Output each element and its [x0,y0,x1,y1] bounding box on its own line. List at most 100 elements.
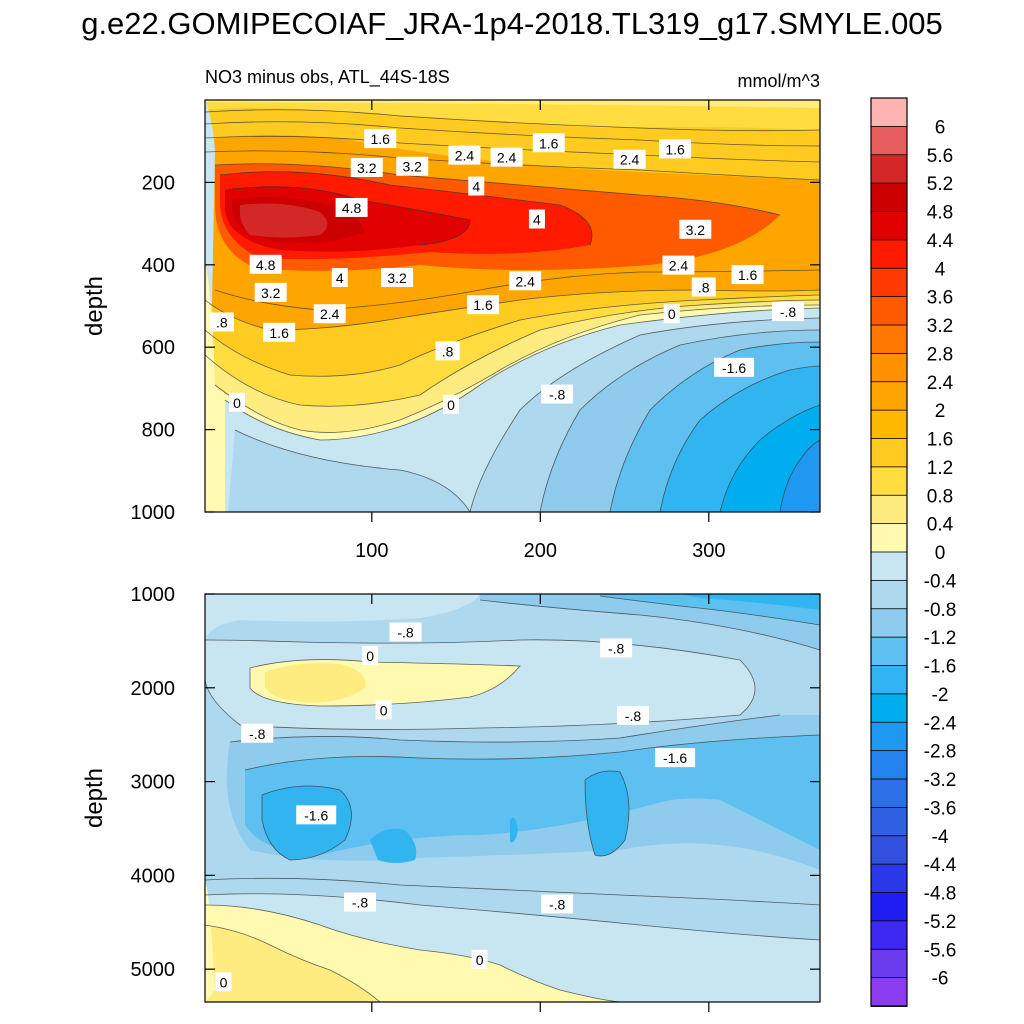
contour-label-box [600,638,633,658]
contour-label-text: 3.2 [686,222,706,238]
contour-label-text: 3.2 [261,285,281,301]
upper-y-axis-title: depth [81,276,108,336]
contour-label-box [468,176,485,196]
contour-label-text: 4 [472,179,480,195]
colorbar-label: -2 [932,685,949,706]
contour-label-box [659,139,692,159]
contour-label: 1.6 [263,322,296,342]
colorbar-swatch [870,267,908,298]
contour-label-text: 0 [668,306,676,322]
contour-label-text: 0 [220,974,228,990]
contour-label: 3.2 [381,267,414,287]
contour-label-box [396,156,429,176]
colorbar-swatch [870,409,908,440]
contour-label: .8 [209,312,234,332]
contour-label: -.8 [771,302,804,322]
colorbar-swatch [870,948,908,979]
contour-label-text: 0 [447,397,455,413]
contour-label-box [229,392,246,412]
contour-label: 2.4 [313,304,346,324]
contour-label: -.8 [541,384,574,404]
contour-label: .8 [691,277,716,297]
contour-label-box [335,197,368,217]
colorbar-label: 5.6 [927,146,953,167]
contour-label-box [350,157,383,177]
contour-label-box [296,805,337,825]
contour-label-box [215,972,232,992]
contour-label: 0 [375,700,392,720]
contour-label-box [443,394,459,414]
colorbar-swatch [870,352,908,383]
contour-label-text: 1.6 [665,141,685,157]
contour-label-box [528,209,545,229]
contour-label-box [249,254,282,274]
colorbar-swatch [870,665,908,695]
colorbar-swatch [870,920,908,951]
contour-label-box [509,271,542,291]
contour-label: 2.4 [490,147,523,167]
colorbar-label: -4.4 [924,855,957,876]
upper-contour-labels: 1.6 1.6 1.62.4 2.4 2.43.2 3.2444.84.83.22.41.… [209,129,804,414]
colorbar-label: -6 [932,969,949,990]
contour-label-box [331,267,348,287]
contour-label-box [616,705,649,725]
colorbar-label: 2.4 [927,373,954,394]
contour-label: -.8 [616,705,649,725]
y-tick-label: 400 [142,255,175,277]
colorbar-label: 3.2 [927,316,953,337]
upper-panel: NO3 minus obs, ATL_44S-18S mmol/m^3 [81,67,821,562]
contour-label-text: -.8 [249,726,266,742]
contour-label-text: 3.2 [357,160,377,176]
colorbar-label: 6 [935,117,946,138]
contour-label-text: 3.2 [403,159,423,175]
colorbar-swatch [870,977,908,1007]
colorbar-swatch [870,551,908,582]
contour-label-text: 1.6 [269,325,289,341]
colorbar-swatch [870,381,908,412]
contour-label: 4 [468,176,485,196]
contour-label: 1.6 [532,133,565,153]
contour-label-box [731,265,764,285]
colorbar-label: -1.2 [924,628,957,649]
colorbar-swatch [870,296,908,326]
contour-label: 4.8 [335,197,368,217]
colorbar-label: -2.4 [924,713,957,734]
contour-label-box [209,312,234,332]
colorbar-label: 1.6 [927,430,953,451]
contour-label: 4 [528,209,545,229]
lower-y-axis-title: depth [81,768,108,828]
contour-label-box [313,304,346,324]
colorbar-label: -3.2 [924,770,957,791]
contour-label-text: 2.4 [669,258,689,274]
contour-label-text: 4 [336,270,344,286]
contour-label: 0 [215,972,232,992]
colorbar-swatch [870,211,908,241]
colorbar-swatch [870,892,908,922]
contour-label-box [691,277,716,297]
colorbar-label: 2.8 [927,344,953,365]
colorbar-swatch [870,324,908,355]
contour-label-text: 4 [533,211,541,227]
contour-label-text: -.8 [780,304,797,320]
contour-label: 3.2 [254,282,287,302]
contour-label-text: .8 [216,314,228,330]
contour-label: 4 [331,267,348,287]
contour-label-text: 0 [476,952,484,968]
colorbar-label: -4.8 [924,884,957,905]
x-tick-label: 300 [692,540,725,562]
colorbar-label: -5.2 [924,912,957,933]
colorbar-label: 0.8 [927,486,953,507]
contour-label: 1.6 [731,265,764,285]
contour-label: -.8 [600,638,633,658]
contour-label: -.8 [241,723,274,743]
colorbar-label: 4 [935,259,946,280]
contour-label: 1.6 [364,129,397,149]
contour-label-text: -.8 [625,708,642,724]
lower-axis-ticks: 1000 2000 3000 4000 5000 [131,584,820,1012]
contour-label-box [364,129,397,149]
contour-label: -.8 [389,622,422,642]
upper-panel-title: NO3 minus obs, ATL_44S-18S [205,67,450,88]
y-tick-label: 4000 [131,865,176,887]
contour-label-box [541,894,574,914]
contour-label-text: 1.6 [473,297,493,313]
